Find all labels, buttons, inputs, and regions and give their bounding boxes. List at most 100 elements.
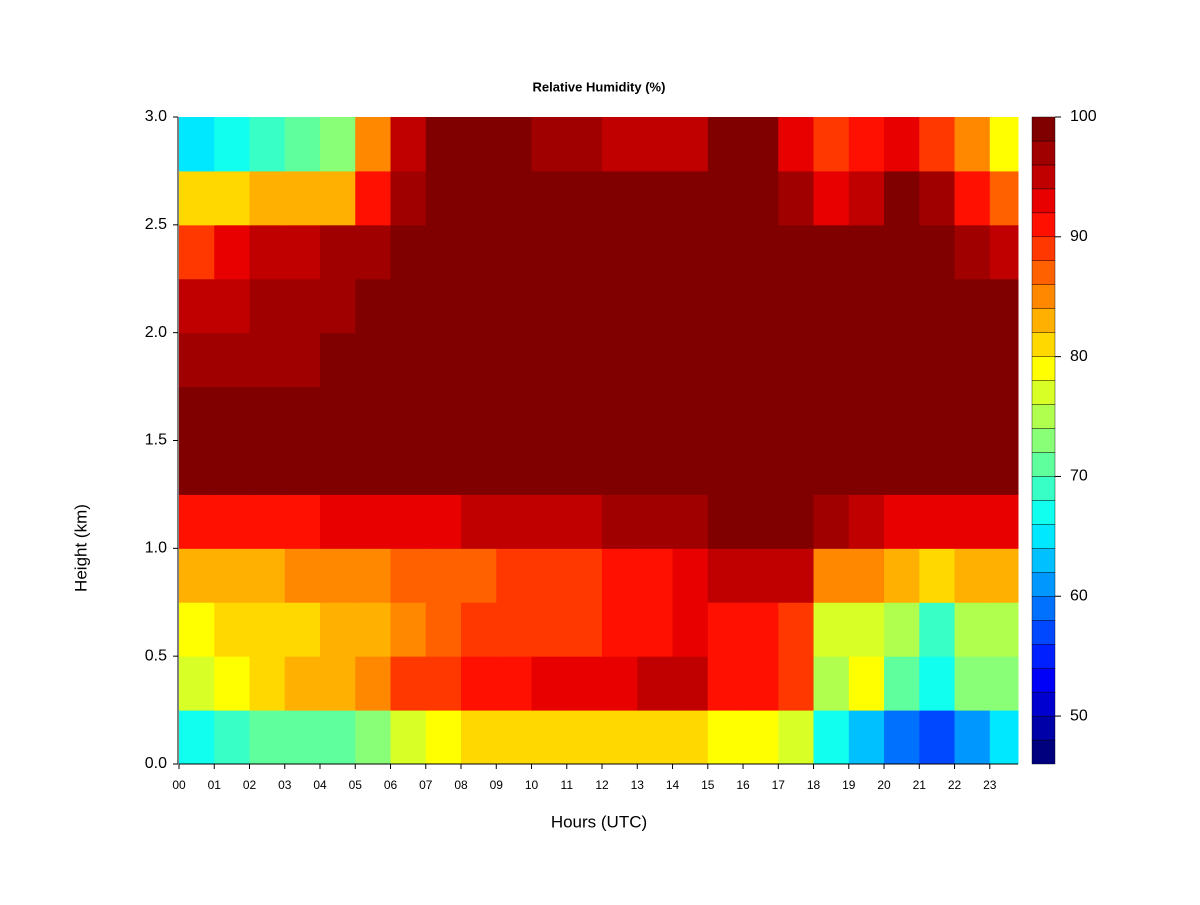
heat-cell [954, 602, 991, 657]
heat-cell [813, 548, 850, 603]
x-tick-label: 13 [631, 778, 645, 792]
heat-cell [531, 224, 568, 280]
x-tick-label: 12 [595, 778, 609, 792]
heat-cell [637, 440, 674, 495]
heat-cell [602, 548, 638, 603]
y-tick-label: 1.5 [145, 432, 167, 449]
heat-cell [496, 224, 533, 280]
heat-cell [884, 494, 920, 549]
colorbar-band [1031, 524, 1056, 549]
heat-cell [743, 386, 779, 441]
heat-cell [813, 602, 850, 657]
heat-cell [989, 656, 1019, 711]
heat-cell [425, 117, 462, 172]
heat-cell [637, 170, 674, 226]
heat-cell [496, 602, 533, 657]
heat-cell [672, 494, 709, 549]
heat-cell [919, 548, 956, 603]
heat-cell [179, 710, 215, 765]
heat-cell [249, 548, 286, 603]
heat-cell [355, 117, 392, 172]
heat-cell [602, 386, 638, 441]
colorbar-band [1031, 404, 1056, 429]
heat-cell [743, 224, 779, 280]
x-tick-label: 22 [948, 778, 962, 792]
colorbar-band [1031, 212, 1056, 238]
heat-cell [848, 710, 885, 765]
colorbar-tick-label: 50 [1070, 707, 1088, 724]
heat-cell [390, 602, 427, 657]
heat-cell [320, 224, 356, 280]
heat-cell [390, 494, 427, 549]
heat-cell [531, 278, 568, 334]
colorbar-band [1031, 308, 1056, 333]
heat-cell [778, 170, 815, 226]
heat-cell [672, 710, 709, 765]
heat-cell [743, 710, 779, 765]
heat-cell [284, 278, 321, 334]
heat-cell [707, 278, 744, 334]
y-tick-label: 3.0 [145, 108, 167, 125]
heat-cell [919, 332, 956, 388]
heat-cell [179, 656, 215, 711]
heat-cell [743, 332, 779, 388]
heat-cell [778, 386, 815, 441]
heat-cell [425, 278, 462, 334]
heat-cell [531, 117, 568, 172]
heat-cell [778, 332, 815, 388]
colorbar-band [1031, 140, 1056, 166]
heat-cell [989, 224, 1019, 280]
y-tick-label: 0.0 [145, 755, 167, 772]
heat-cell [813, 710, 850, 765]
heat-cell [919, 386, 956, 441]
heat-cell [813, 332, 850, 388]
heat-cell [496, 656, 533, 711]
heat-cell [284, 602, 321, 657]
heat-cell [461, 602, 497, 657]
heat-cell [214, 332, 251, 388]
heat-cell [566, 656, 603, 711]
heat-cell [179, 224, 215, 280]
heat-cell [743, 548, 779, 603]
x-tick-label: 23 [983, 778, 997, 792]
colorbar-band [1031, 715, 1056, 741]
heat-cell [214, 386, 251, 441]
heat-cell [884, 170, 920, 226]
heat-cell [179, 548, 215, 603]
heat-cell [214, 278, 251, 334]
heat-cell [531, 548, 568, 603]
heat-cell [707, 386, 744, 441]
heat-cell [848, 224, 885, 280]
heat-cell [320, 548, 356, 603]
heat-cell [919, 117, 956, 172]
x-tick-label: 08 [454, 778, 468, 792]
x-tick-label: 11 [561, 778, 574, 792]
heat-cell [214, 494, 251, 549]
heat-cell [284, 332, 321, 388]
heat-cell [179, 386, 215, 441]
heat-cell [954, 170, 991, 226]
heat-cell [884, 440, 920, 495]
heat-cell [743, 278, 779, 334]
heat-cell [425, 710, 462, 765]
colorbar-band [1031, 596, 1056, 621]
heat-cell [602, 117, 638, 172]
colorbar: 50 60 70 80 90 100 [1031, 108, 1097, 765]
heat-cell [249, 386, 286, 441]
heat-cell [954, 656, 991, 711]
heat-cell [249, 656, 286, 711]
heat-cell [531, 170, 568, 226]
heat-cell [672, 548, 709, 603]
heat-cell [566, 710, 603, 765]
heat-cell [355, 602, 392, 657]
heat-cell [989, 440, 1019, 495]
heat-cell [848, 440, 885, 495]
heat-cell [461, 710, 497, 765]
heat-cell [355, 224, 392, 280]
heat-cell [602, 440, 638, 495]
heat-cell [284, 170, 321, 226]
heat-cell [778, 548, 815, 603]
heat-cell [954, 710, 991, 765]
heat-cell [778, 656, 815, 711]
heat-cell [602, 710, 638, 765]
